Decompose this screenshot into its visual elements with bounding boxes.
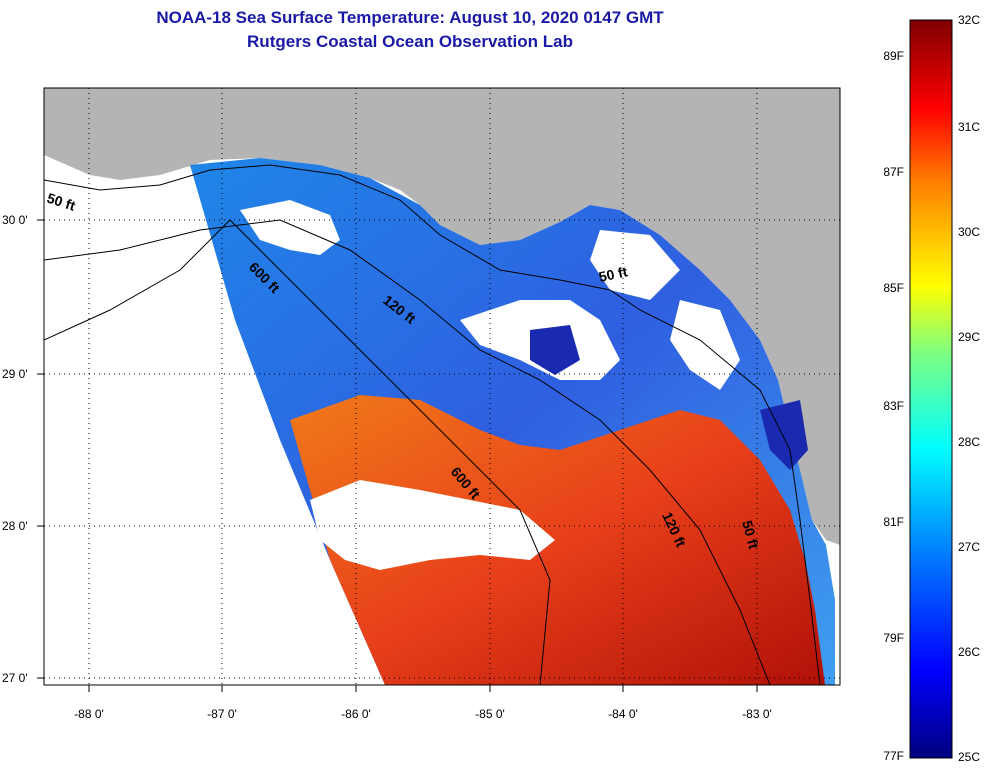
map-border [43,87,841,686]
longitude-label: -87 0' [207,707,237,721]
colorbar-celsius-label: 26C [958,645,980,659]
colorbar-celsius-label: 25C [958,750,980,764]
contour-600ft [44,219,551,685]
colorbar-celsius-label: 31C [958,120,980,134]
colorbar [909,19,953,759]
land-mass [44,88,840,545]
map-title: NOAA-18 Sea Surface Temperature: August … [156,8,664,27]
cloud-patch [590,230,680,300]
longitude-label: -84 0' [608,707,638,721]
colorbar-fahrenheit-label: 83F [883,399,904,413]
colorbar-celsius-label: 29C [958,330,980,344]
longitude-label: -85 0' [475,707,505,721]
colorbar-celsius-label: 28C [958,435,980,449]
cold-spot [530,325,580,375]
latitude-label: 29 0' [2,367,28,381]
contour-50ft [44,164,821,685]
cloud-patch [670,300,740,390]
axis-ticks [37,219,758,692]
contour-label: 50 ft [597,263,629,285]
contour-120ft [44,219,771,685]
longitude-label: -83 0' [742,707,772,721]
latitude-label: 28 0' [2,519,28,533]
colorbar-fahrenheit-label: 77F [883,749,904,763]
cloud-patch [240,200,340,255]
map-area: 50 ft 600 ft 120 ft 50 ft 600 ft 120 ft … [44,88,840,685]
cloud-patch [310,480,555,570]
colorbar-fahrenheit-label: 81F [883,515,904,529]
longitude-label: -86 0' [341,707,371,721]
latitude-label: 30 0' [2,213,28,227]
colorbar-celsius-label: 27C [958,540,980,554]
colorbar-fahrenheit-label: 79F [883,631,904,645]
map-subtitle: Rutgers Coastal Ocean Observation Lab [247,32,573,51]
contour-label: 50 ft [739,519,762,551]
cold-spot [760,400,808,470]
warm-water-region [290,395,825,685]
colorbar-celsius-label: 30C [958,225,980,239]
colorbar-celsius-label: 32C [958,13,980,27]
longitude-label: -88 0' [74,707,104,721]
latitude-label: 27 0' [2,671,28,685]
colorbar-fahrenheit-label: 87F [883,165,904,179]
colorbar-fahrenheit-label: 89F [883,49,904,63]
colorbar-fahrenheit-label: 85F [883,281,904,295]
